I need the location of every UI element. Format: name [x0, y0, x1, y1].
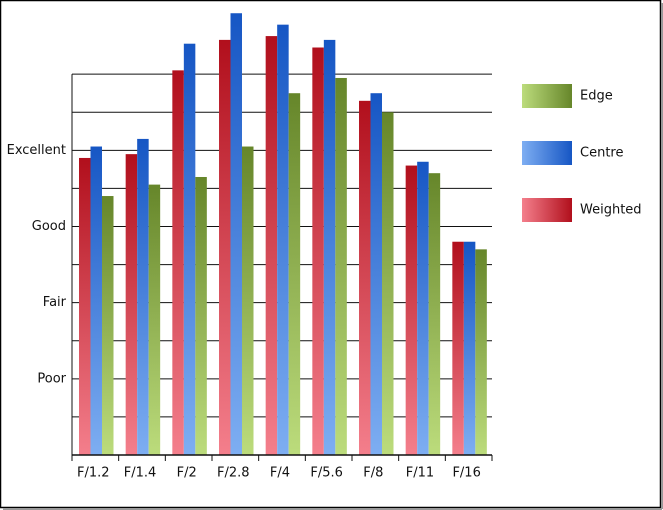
bar [335, 77, 347, 455]
bar [428, 173, 441, 455]
bar [242, 146, 254, 455]
bar [137, 138, 149, 456]
x-tick-label: F/11 [406, 466, 434, 481]
bar [370, 93, 382, 455]
bar [172, 70, 184, 455]
bar [183, 43, 196, 455]
bar [323, 39, 336, 456]
y-tick-label: Excellent [7, 143, 66, 158]
bar [148, 184, 161, 455]
x-tick-label: F/16 [452, 466, 480, 481]
bar [125, 154, 138, 455]
legend-swatch [522, 141, 572, 165]
bar [265, 36, 278, 455]
bar [277, 24, 289, 456]
y-tick-label: Poor [37, 371, 66, 386]
bar [463, 241, 476, 455]
x-tick-label: F/8 [363, 466, 383, 481]
bar [405, 165, 418, 456]
bar [230, 13, 242, 455]
y-tick-label: Good [32, 219, 66, 234]
x-tick-label: F/2 [177, 466, 197, 481]
legend-label: Weighted [580, 203, 642, 218]
bar [417, 161, 429, 455]
legend-label: Edge [580, 89, 613, 104]
x-tick-label: F/1.4 [124, 466, 157, 481]
bar [219, 39, 231, 456]
bar [288, 93, 301, 455]
x-tick-label: F/4 [270, 466, 290, 481]
legend-swatch [522, 84, 572, 108]
bar [452, 241, 464, 455]
legend-label: Centre [580, 146, 623, 161]
bar [382, 112, 394, 455]
bar [102, 196, 114, 456]
bar [90, 146, 102, 455]
bar [359, 100, 371, 455]
x-tick-label: F/2.8 [217, 466, 250, 481]
legend-swatch [522, 198, 572, 222]
y-tick-label: Fair [43, 295, 67, 310]
bar [475, 249, 487, 455]
bar [312, 47, 324, 456]
x-tick-label: F/5.6 [310, 466, 343, 481]
x-tick-label: F/1.2 [77, 466, 110, 481]
bar [195, 176, 207, 455]
bar [79, 157, 91, 455]
